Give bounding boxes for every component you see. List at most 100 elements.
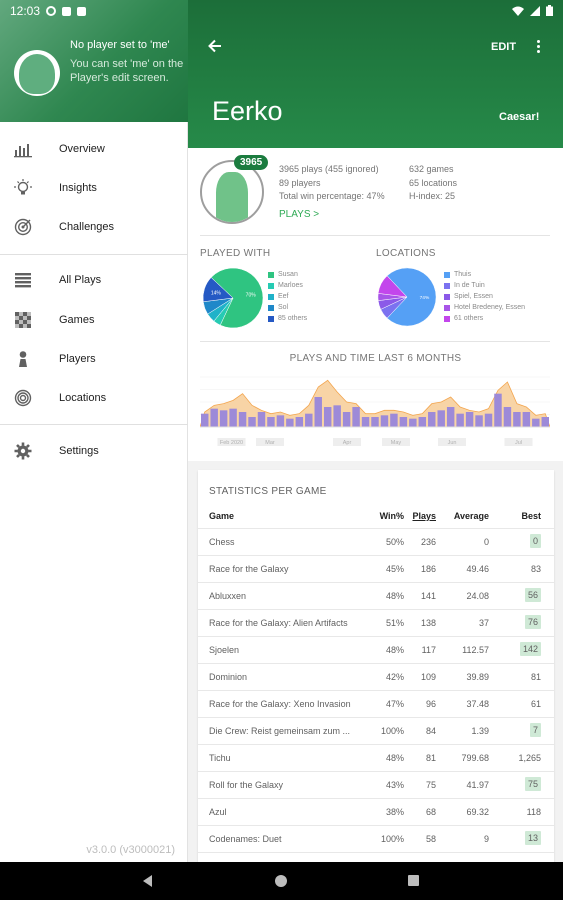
table-row[interactable]: Azul 38% 68 69.32 118 bbox=[198, 799, 554, 826]
person-icon bbox=[19, 351, 27, 367]
drawer-item-label: Settings bbox=[59, 444, 99, 457]
drawer-item-insights[interactable]: Insights bbox=[0, 168, 188, 207]
plays-bar bbox=[333, 405, 341, 427]
table-row[interactable]: Tichu 48% 81 799.68 1,265 bbox=[198, 745, 554, 772]
plays-time-chart-title: PLAYS AND TIME LAST 6 MONTHS bbox=[289, 353, 462, 364]
drawer-item-players[interactable]: Players bbox=[0, 339, 188, 378]
plays-bar bbox=[532, 418, 540, 427]
table-row[interactable]: Die Crew: Reist gemeinsam zum ... 100% 84 1… bbox=[198, 718, 554, 745]
drawer-item-label: All Plays bbox=[59, 273, 102, 286]
plays-cell: 109 bbox=[420, 672, 436, 682]
locations-stat: 65 locations bbox=[409, 178, 458, 188]
plays-bar bbox=[522, 412, 531, 427]
wifi-icon bbox=[512, 6, 524, 16]
month-label: Feb 2020 bbox=[220, 440, 243, 446]
drawer-item-all-plays[interactable]: All Plays bbox=[0, 260, 188, 299]
best-cell: 118 bbox=[526, 807, 541, 817]
drawer-item-challenges[interactable]: Challenges bbox=[0, 207, 188, 246]
drawer-item-games[interactable]: Games bbox=[0, 300, 188, 339]
plays-bar bbox=[446, 407, 455, 427]
legend-item: 85 others bbox=[268, 313, 307, 324]
month-label-bg bbox=[256, 438, 284, 446]
plays-bar bbox=[305, 413, 313, 427]
locations-pie-chart[interactable]: 74% bbox=[376, 266, 438, 328]
month-label-bg bbox=[382, 438, 410, 446]
sd-card-icon bbox=[77, 6, 87, 16]
header-best[interactable]: Best bbox=[521, 511, 541, 521]
legend-item: Susan bbox=[268, 269, 307, 280]
nav-back-icon[interactable] bbox=[143, 875, 152, 887]
header-game[interactable]: Game bbox=[209, 511, 235, 521]
table-row[interactable]: Sjoelen 48% 117 112.57 142 bbox=[198, 637, 554, 664]
target-icon bbox=[14, 218, 32, 236]
edit-button[interactable]: EDIT bbox=[491, 41, 517, 53]
average-cell: 37 bbox=[478, 618, 489, 628]
locations-title: LOCATIONS bbox=[376, 248, 436, 259]
game-name-cell: Abluxxen bbox=[209, 591, 247, 601]
average-cell: 799.68 bbox=[461, 753, 489, 763]
plays-cell: 75 bbox=[425, 780, 436, 790]
table-row[interactable]: Dominion 42% 109 39.89 81 bbox=[198, 664, 554, 691]
plays-bar bbox=[503, 407, 512, 427]
best-cell: 1,265 bbox=[518, 753, 541, 763]
player-detail-screen: EDIT Eerko Caesar! 3965 3965 plays (455 … bbox=[188, 0, 563, 862]
plays-bar bbox=[201, 413, 209, 427]
plays-bar bbox=[513, 412, 521, 427]
table-row[interactable]: Codenames: Duet 100% 58 9 13 bbox=[198, 826, 554, 853]
plays-bar bbox=[314, 397, 322, 427]
win-percentage-cell: 48% bbox=[385, 645, 404, 655]
game-name-cell: Codenames: Duet bbox=[209, 834, 282, 844]
plays-bar bbox=[428, 412, 436, 427]
game-name-cell: Azul bbox=[209, 807, 227, 817]
plays-cell: 117 bbox=[421, 645, 436, 655]
plays-stat: 3965 plays (455 ignored) bbox=[279, 164, 379, 174]
average-cell: 41.97 bbox=[466, 780, 489, 790]
table-row[interactable]: Race for the Galaxy: Xeno Invasion 47% 96 3… bbox=[198, 691, 554, 718]
plays-bar bbox=[371, 417, 379, 427]
plays-link[interactable]: PLAYS > bbox=[279, 209, 320, 220]
games-stat: 632 games bbox=[409, 164, 454, 174]
plays-bar bbox=[409, 418, 417, 427]
plays-bar bbox=[352, 407, 360, 427]
game-name-cell: Tichu bbox=[209, 753, 231, 763]
drawer-item-overview[interactable]: Overview bbox=[0, 129, 188, 168]
table-row[interactable]: Race for the Galaxy: Alien Artifacts 51% 1… bbox=[198, 610, 554, 637]
nav-home-icon[interactable] bbox=[275, 875, 287, 887]
best-cell: 76 bbox=[524, 615, 541, 629]
back-button[interactable] bbox=[208, 37, 228, 57]
player-avatar bbox=[200, 160, 264, 224]
more-vert-icon[interactable] bbox=[533, 38, 543, 56]
table-row[interactable]: Roll for the Galaxy 43% 75 41.97 75 bbox=[198, 772, 554, 799]
header-plays[interactable]: Plays bbox=[412, 511, 436, 521]
drawer-item-locations[interactable]: Locations bbox=[0, 378, 188, 417]
win-percentage-cell: 38% bbox=[385, 807, 404, 817]
win-percentage-stat: Total win percentage: 47% bbox=[279, 191, 385, 201]
month-label: Jul bbox=[515, 440, 522, 446]
drawer-item-settings[interactable]: Settings bbox=[0, 431, 188, 470]
played-with-pie-chart[interactable]: 70% 14% bbox=[201, 266, 265, 330]
header-win[interactable]: Win% bbox=[379, 511, 404, 521]
locations-legend: Thuis In de Tuin Spiel, Essen Hotel Bred… bbox=[444, 269, 525, 324]
plays-bar bbox=[399, 417, 408, 427]
plays-bar bbox=[257, 412, 266, 427]
game-name-cell: Dominion bbox=[209, 672, 248, 682]
played-with-legend: Susan Marloes Eef Sol 85 others bbox=[268, 269, 307, 324]
statistics-title: STATISTICS PER GAME bbox=[209, 486, 327, 497]
pie-slice-label: 70% bbox=[246, 293, 257, 299]
table-row[interactable]: Race for the Galaxy 45% 186 49.46 83 bbox=[198, 556, 554, 583]
drawer-divider bbox=[0, 424, 188, 425]
table-header-row: Game Win% Plays Average Best bbox=[198, 503, 554, 529]
location-icon bbox=[14, 389, 32, 407]
month-label: May bbox=[391, 440, 402, 446]
plays-bar bbox=[210, 408, 218, 427]
nav-recents-icon[interactable] bbox=[408, 875, 419, 886]
drawer-item-label: Challenges bbox=[59, 220, 115, 233]
table-row[interactable]: Chess 50% 236 0 0 bbox=[198, 529, 554, 556]
plays-time-chart[interactable]: Feb 2020 Mar Apr May Jun Jul bbox=[200, 373, 550, 451]
header-average[interactable]: Average bbox=[453, 511, 489, 521]
plays-cell: 141 bbox=[420, 591, 436, 601]
month-label: Mar bbox=[265, 440, 275, 446]
plays-bar bbox=[229, 408, 237, 427]
average-cell: 69.32 bbox=[466, 807, 489, 817]
table-row[interactable]: Abluxxen 48% 141 24.08 56 bbox=[198, 583, 554, 610]
